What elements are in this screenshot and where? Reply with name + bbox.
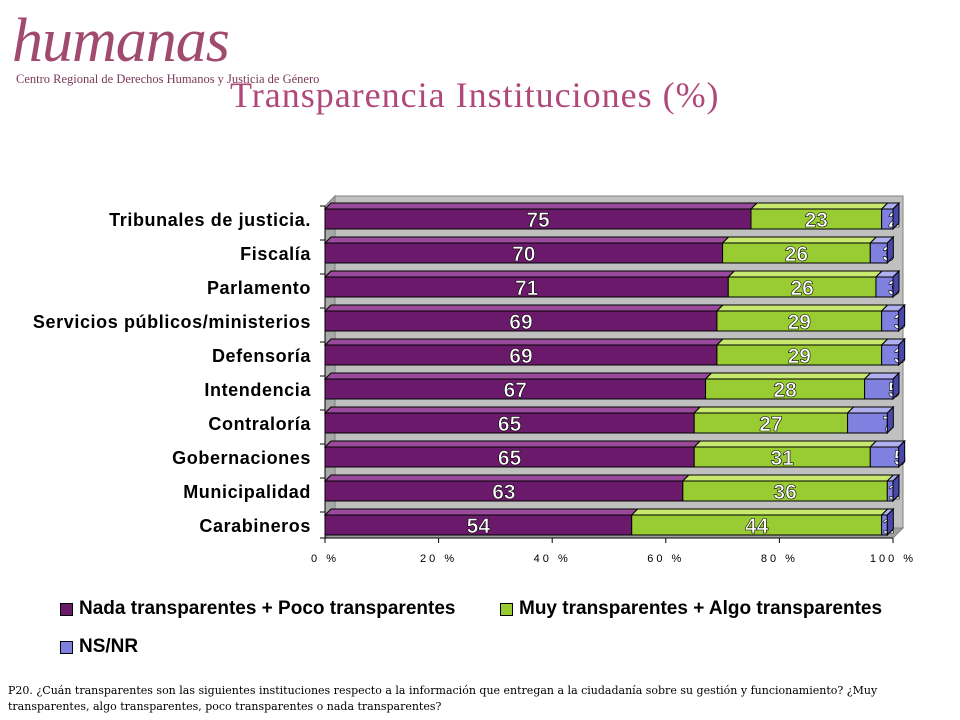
category-label: Gobernaciones [172,448,311,468]
bar-end-face [892,269,900,299]
data-label: 71 [515,277,539,300]
x-tick-label: 100 % [870,553,916,565]
bar-end-face [892,201,900,231]
data-label: 69 [509,345,532,368]
data-label: 29 [788,345,811,368]
data-label: 31 [771,447,795,470]
data-label: 65 [498,447,522,470]
bar-end-face [898,337,906,367]
legend-label-nsnr: NS/NR [79,636,139,657]
x-tick-label: 60 % [647,553,684,565]
legend-swatch-muy [500,602,513,616]
bar-end-face [886,507,894,537]
data-label: 44 [745,515,769,538]
data-label: 27 [759,413,782,436]
question-footnote: P20. ¿Cuán transparentes son las siguien… [8,684,878,713]
logo: humanas Centro Regional de Derechos Huma… [12,6,332,86]
bar-end-face [898,439,906,469]
data-label: 29 [788,311,811,334]
legend-item-nsnr: NS/NR [60,636,138,658]
bar-chart: Tribunales de justicia.75232Fiscalía7026… [33,194,916,565]
category-label: Fiscalía [240,244,311,264]
data-label: 54 [467,515,491,538]
data-label: 28 [773,379,797,402]
category-label: Servicios públicos/ministerios [33,312,311,332]
category-label: Contraloría [208,414,311,434]
category-label: Parlamento [207,278,311,298]
legend-label-muy: Muy transparentes + Algo transparentes [519,598,883,619]
logo-subtitle: Centro Regional de Derechos Humanos y Ju… [16,72,320,86]
data-label: 26 [790,277,813,300]
data-label: 69 [509,311,532,334]
bar-end-face [892,371,900,401]
data-label: 23 [805,209,828,232]
data-label: 70 [512,243,535,266]
category-label: Municipalidad [183,482,311,502]
data-label: 67 [504,379,527,402]
bar-end-face [886,235,894,265]
category-label: Defensoría [212,346,311,366]
x-tick-label: 0 % [311,553,339,565]
data-label: 36 [773,481,796,504]
x-tick-label: 20 % [420,553,457,565]
legend-item-muy: Muy transparentes + Algo transparentes [500,598,882,620]
bar-end-face [898,303,906,333]
chart-title: Transparencia Instituciones (%) [230,75,720,115]
legend-item-nada: Nada transparentes + Poco transparentes [60,598,455,620]
category-label: Carabineros [199,516,311,536]
x-tick-label: 80 % [761,553,798,565]
legend-label-nada: Nada transparentes + Poco transparentes [79,598,456,619]
logo-wordmark: humanas [12,7,230,75]
x-tick-label: 40 % [534,553,571,565]
data-label: 75 [526,209,550,232]
category-label: Intendencia [204,380,311,400]
category-label: Tribunales de justicia. [109,210,311,230]
bar-segment [847,412,888,434]
legend-swatch-nada [60,602,73,616]
legend-swatch-nsnr [60,640,73,654]
bar-end-face [886,405,894,435]
bar-end-face [892,473,900,503]
data-label: 63 [492,481,515,504]
data-label: 26 [785,243,808,266]
data-label: 65 [498,413,522,436]
